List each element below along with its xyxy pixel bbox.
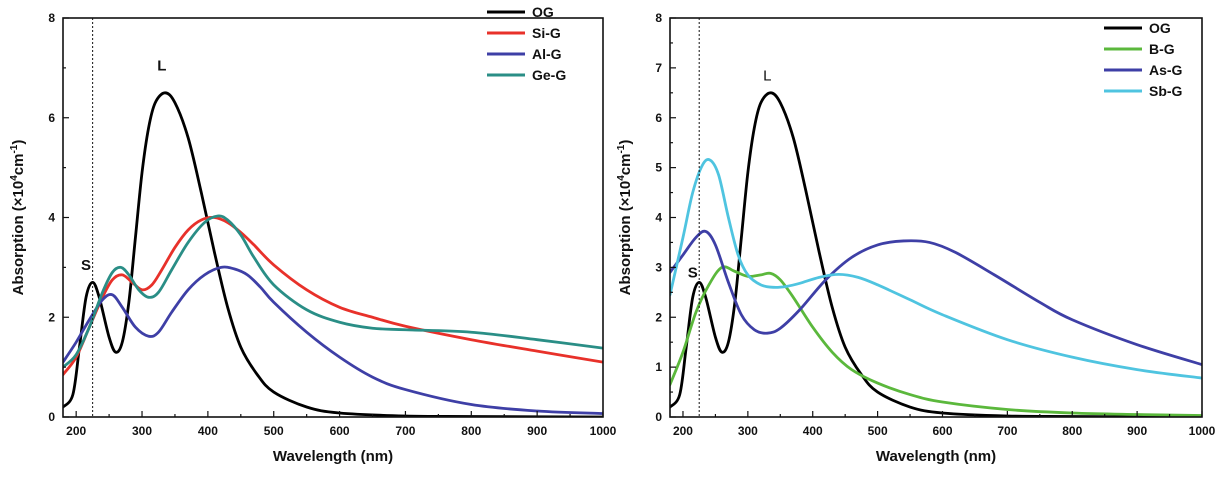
chart-2-y-tick-label: 4 xyxy=(655,211,662,225)
chart-1-y-tick-label: 8 xyxy=(48,11,55,25)
chart-1-legend-label-al-g: Al-G xyxy=(532,46,562,62)
chart-1-series-al-g-line xyxy=(63,265,603,415)
chart-2-annotation-s: S xyxy=(688,264,698,281)
y-axis-title-part: 4 xyxy=(616,175,627,181)
chart-2-y-tick-label: 1 xyxy=(655,360,662,374)
chart-2-x-tick-label: 400 xyxy=(803,424,823,438)
chart-2-y-tick-label: 3 xyxy=(655,260,662,274)
chart-1-x-tick-label: 400 xyxy=(198,424,218,438)
y-axis-title-part: 4 xyxy=(9,175,20,181)
chart-1-plot-frame xyxy=(62,17,604,418)
chart-2-x-tick-label: 300 xyxy=(738,424,758,438)
y-axis-title-part: cm xyxy=(10,154,27,176)
chart-2-x-tick-label: 800 xyxy=(1062,424,1082,438)
y-axis-title-part: -1 xyxy=(9,144,20,153)
chart-1: 200 300 400 500 600 700 800 900 1000 0 2 4 6 8 Wavelen… xyxy=(9,4,617,465)
chart-2-y-tick-label: 7 xyxy=(655,61,662,75)
chart-2-legend-label-as-g: As-G xyxy=(1149,62,1183,78)
chart-2-y-tick-label: 0 xyxy=(655,410,662,424)
chart-2-series-b-g-line xyxy=(670,265,1202,417)
chart-1-x-tick-label: 200 xyxy=(66,424,86,438)
y-axis-title-part: ) xyxy=(10,140,27,145)
chart-2-y-axis-title: Absorption (×104cm-1) xyxy=(616,140,634,296)
chart-2-legend-label-b-g: B-G xyxy=(1149,41,1175,57)
chart-1-legend-label-og: OG xyxy=(532,4,554,20)
chart-2-x-tick-label: 500 xyxy=(868,424,888,438)
y-axis-title-part: ) xyxy=(617,140,634,145)
chart-2-y-tick-label: 6 xyxy=(655,111,662,125)
chart-1-x-tick-label: 800 xyxy=(461,424,481,438)
chart-2-x-tick-label: 600 xyxy=(932,424,952,438)
chart-2-x-tick-label: 900 xyxy=(1127,424,1147,438)
chart-2-y-tick-label: 2 xyxy=(655,310,662,324)
chart-1-y-tick-label: 6 xyxy=(48,111,55,125)
chart-1-annotation-s: S xyxy=(81,257,91,274)
y-axis-title-part: Absorption (×10 xyxy=(617,181,634,296)
chart-2-annotation-l: L xyxy=(763,67,771,84)
chart-1-annotation-l: L xyxy=(157,57,166,74)
chart-2-y-tick-label: 5 xyxy=(655,161,662,175)
chart-1-y-tick-label: 2 xyxy=(48,310,55,324)
chart-2-x-axis-title: Wavelength (nm) xyxy=(876,448,996,465)
chart-1-x-tick-label: 500 xyxy=(264,424,284,438)
chart-2-series-og-line xyxy=(670,91,1202,417)
chart-1-legend-label-si-g: Si-G xyxy=(532,25,561,41)
chart-1-x-axis-title: Wavelength (nm) xyxy=(273,448,393,465)
chart-1-x-tick-label: 1000 xyxy=(590,424,617,438)
chart-1-x-tick-label: 700 xyxy=(395,424,415,438)
chart-1-x-tick-label: 900 xyxy=(527,424,547,438)
chart-1-x-tick-label: 300 xyxy=(132,424,152,438)
chart-1-y-tick-label: 0 xyxy=(48,410,55,424)
chart-2-legend-label-sb-g: Sb-G xyxy=(1149,83,1183,99)
y-axis-title-part: Absorption (×10 xyxy=(10,181,27,296)
chart-1-y-axis-title: Absorption (×104cm-1) xyxy=(9,140,27,296)
y-axis-title-part: cm xyxy=(617,154,634,176)
chart-2-x-tick-label: 700 xyxy=(997,424,1017,438)
chart-1-series-ge-g-line xyxy=(63,214,603,369)
chart-2: 200 300 400 500 600 700 800 900 1000 0 1 2 3 4 5 6 7 8 Wav… xyxy=(616,11,1216,465)
chart-2-series-as-g-line xyxy=(670,229,1202,367)
chart-1-series-si-g-line xyxy=(63,216,603,377)
chart-2-legend-label-og: OG xyxy=(1149,20,1171,36)
chart-2-plot-frame xyxy=(669,17,1203,418)
chart-2-x-tick-label: 1000 xyxy=(1189,424,1216,438)
chart-2-series-sb-g-line xyxy=(670,158,1202,380)
chart-1-x-tick-label: 600 xyxy=(330,424,350,438)
chart-2-x-tick-label: 200 xyxy=(673,424,693,438)
chart-1-y-tick-label: 4 xyxy=(48,211,55,225)
chart-1-legend-label-ge-g: Ge-G xyxy=(532,67,566,83)
y-axis-title-part: -1 xyxy=(616,144,627,153)
chart-2-y-tick-label: 8 xyxy=(655,11,662,25)
chart-1-series-og-line xyxy=(63,91,603,417)
